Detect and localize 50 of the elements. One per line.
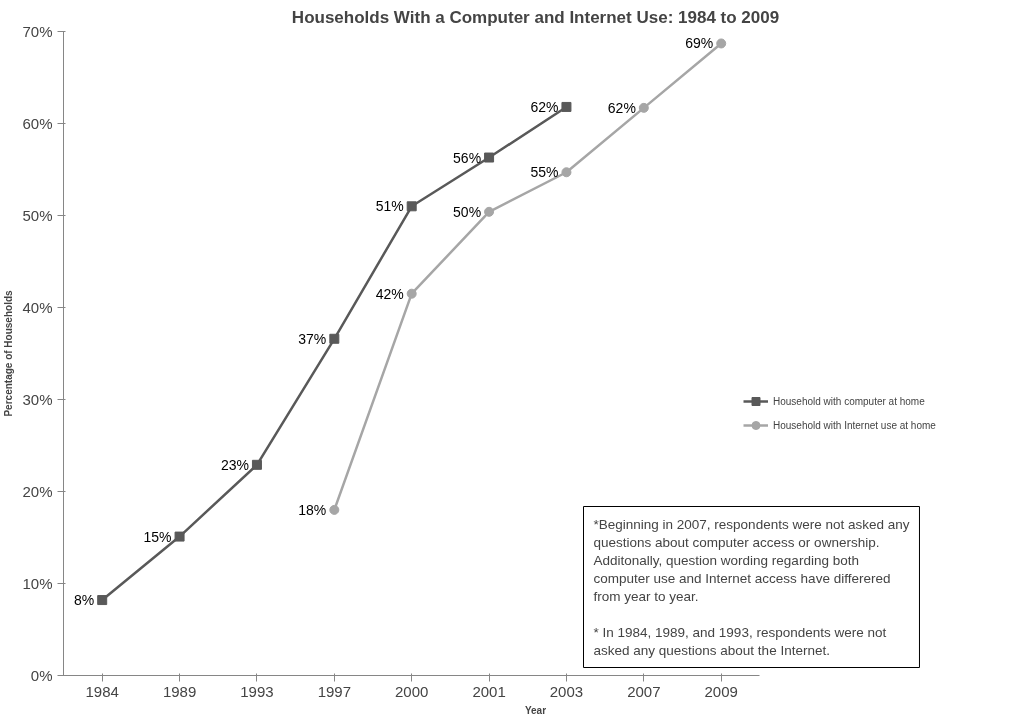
- y-axis-title: Percentage of Households: [3, 289, 15, 417]
- point: [174, 531, 185, 542]
- point: [484, 206, 495, 217]
- data-label: 62%: [607, 99, 636, 116]
- x-tick-label: 1984: [85, 682, 119, 700]
- data-label: 23%: [220, 456, 249, 473]
- data-label: 37%: [298, 330, 327, 347]
- point: [251, 459, 262, 470]
- y-tick-label: 70%: [22, 23, 53, 40]
- point: [484, 152, 495, 163]
- data-label: 18%: [298, 501, 327, 518]
- data-label: 69%: [685, 35, 714, 52]
- x-tick-label: 1989: [162, 682, 197, 700]
- data-label: 56%: [453, 149, 482, 166]
- point: [561, 101, 572, 112]
- point: [561, 167, 572, 178]
- y-tick-label: 60%: [22, 115, 53, 132]
- point: [638, 102, 649, 113]
- point: [716, 38, 727, 49]
- y-tick-label: 30%: [22, 391, 53, 408]
- y-tick-label: 0%: [30, 667, 53, 684]
- data-label: 55%: [530, 164, 559, 181]
- x-tick-label: 2009: [704, 682, 738, 700]
- data-label: 42%: [375, 285, 404, 302]
- data-label: 51%: [375, 198, 404, 215]
- data-label: 15%: [143, 528, 172, 545]
- annotation: *Beginning in 2007, respondents were not asked any questions about computer access or ownership. Additonally, question wording regarding both computer use and Internet access have differered from year to year.: [593, 516, 910, 604]
- y-tick-label: 20%: [22, 483, 53, 500]
- x-tick-label: 2007: [627, 682, 661, 700]
- point: [406, 201, 417, 212]
- y-tick-label: 50%: [22, 207, 53, 224]
- data-label: 50%: [453, 203, 482, 220]
- y-tick-label: 40%: [22, 299, 53, 316]
- x-tick-label: 2001: [472, 682, 506, 700]
- point: [329, 504, 340, 515]
- x-tick-label: 1997: [317, 682, 352, 700]
- legend-label: Household with Internet use at home: [773, 419, 936, 431]
- x-tick-label: 1993: [240, 682, 274, 700]
- data-label: 8%: [73, 592, 95, 609]
- x-axis-title: Year: [524, 704, 547, 716]
- legend-label: Household with computer at home: [773, 395, 925, 407]
- chart-title: Households With a Computer and Internet Use: 1984 to 2009: [291, 7, 780, 27]
- data-label: 62%: [530, 98, 559, 115]
- point: [406, 288, 417, 299]
- y-tick-label: 10%: [22, 575, 53, 592]
- x-tick-label: 2003: [549, 682, 584, 700]
- x-tick-label: 2000: [395, 682, 429, 700]
- point: [97, 595, 108, 606]
- point: [329, 333, 340, 344]
- annotation: * In 1984, 1989, and 1993, respondents were not asked any questions about the Internet.: [593, 624, 887, 658]
